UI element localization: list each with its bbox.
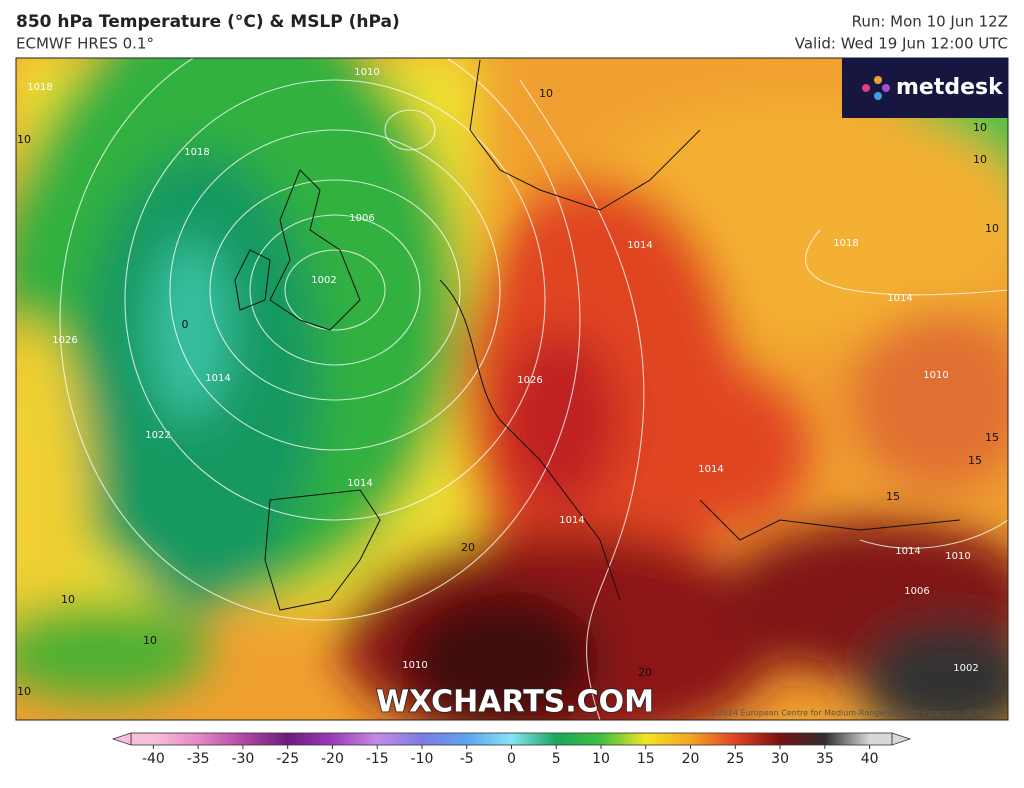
colorbar-tick-label: 35 bbox=[816, 751, 834, 767]
isobar-label: 1014 bbox=[627, 240, 652, 251]
colorbar: -40 -35 -30 -25 -20 -15 -10 -5 0 5 10 15 20 25 30 35 40 bbox=[111, 732, 912, 767]
isotherm-label: 10 bbox=[973, 121, 987, 134]
isobar-label: 1014 bbox=[895, 546, 920, 557]
colorbar-tick-label: 15 bbox=[637, 751, 655, 767]
map bbox=[16, 58, 1008, 720]
isobar-label: 1006 bbox=[904, 586, 929, 597]
isotherm-label: 10 bbox=[143, 634, 157, 647]
isotherm-label: 10 bbox=[61, 593, 75, 606]
colorbar-tick-label: 10 bbox=[592, 751, 610, 767]
isobar-label: 1018 bbox=[184, 147, 209, 158]
isotherm-label: 10 bbox=[973, 153, 987, 166]
colorbar-tick-label: -20 bbox=[321, 751, 344, 767]
title: 850 hPa Temperature (°C) & MSLP (hPa) bbox=[16, 12, 400, 32]
colorbar-tick-label: -5 bbox=[460, 751, 474, 767]
colorbar-tick-label: -40 bbox=[142, 751, 165, 767]
map-frame bbox=[15, 57, 1009, 721]
colorbar-tick-label: 30 bbox=[771, 751, 789, 767]
isobar-label: 1018 bbox=[833, 238, 858, 249]
colorbar-tick-label: -35 bbox=[187, 751, 210, 767]
colorbar-tick-label: 20 bbox=[682, 751, 700, 767]
isobar-label: 1026 bbox=[52, 335, 77, 346]
copyright: ©2024 European Centre for Medium-Range W… bbox=[710, 709, 1000, 718]
watermark: WXCHARTS.COM bbox=[376, 685, 654, 720]
isobar-label: 1014 bbox=[698, 464, 723, 475]
subtitle: ECMWF HRES 0.1° bbox=[16, 35, 154, 53]
isobar-label: 1010 bbox=[923, 370, 948, 381]
contour-labels: 1018101010181006100210261014102210141014… bbox=[17, 67, 999, 698]
run-time: Run: Mon 10 Jun 12Z bbox=[852, 13, 1008, 31]
colorbar-tick-label: -25 bbox=[276, 751, 299, 767]
colorbar-tick-label: 5 bbox=[552, 751, 561, 767]
isobar-label: 1018 bbox=[27, 82, 52, 93]
isobar-label: 1006 bbox=[349, 213, 374, 224]
colorbar-max-arrow bbox=[891, 732, 912, 746]
isobar-label: 1010 bbox=[402, 660, 427, 671]
isotherm-label: 10 bbox=[985, 222, 999, 235]
isobar-label: 1014 bbox=[559, 515, 584, 526]
isobar-label: 1002 bbox=[953, 663, 978, 674]
colorbar-fill bbox=[130, 732, 893, 746]
logo-text: metdesk bbox=[896, 75, 1004, 100]
isobar-label: 1014 bbox=[347, 478, 372, 489]
isobar-label: 1014 bbox=[205, 373, 230, 384]
colorbar-tick-label: 40 bbox=[861, 751, 879, 767]
coastlines bbox=[234, 59, 961, 611]
isotherm-label: 15 bbox=[968, 454, 982, 467]
isotherm-label: 10 bbox=[539, 87, 553, 100]
isotherm-label: 10 bbox=[17, 133, 31, 146]
colorbar-tick-label: -30 bbox=[231, 751, 254, 767]
valid-time: Valid: Wed 19 Jun 12:00 UTC bbox=[795, 35, 1008, 53]
colorbar-tick-label: 0 bbox=[507, 751, 516, 767]
isobar-label: 1014 bbox=[887, 293, 912, 304]
isobar-label: 1026 bbox=[517, 375, 542, 386]
isobar-label: 1010 bbox=[945, 551, 970, 562]
isobars bbox=[59, 58, 1008, 720]
colorbar-tick-label: -15 bbox=[366, 751, 389, 767]
isotherm-label: 10 bbox=[17, 685, 31, 698]
logo-icon bbox=[862, 76, 890, 100]
isotherm-label: 20 bbox=[461, 541, 475, 554]
isotherm-label: 0 bbox=[182, 318, 189, 331]
colorbar-tick-label: 25 bbox=[726, 751, 744, 767]
isobar-label: 1002 bbox=[311, 275, 336, 286]
isobar-label: 1010 bbox=[354, 67, 379, 78]
temperature-field bbox=[16, 58, 1008, 720]
isotherm-label: 15 bbox=[886, 490, 900, 503]
isotherm-label: 15 bbox=[985, 431, 999, 444]
isotherm-label: 20 bbox=[638, 666, 652, 679]
colorbar-tick-label: -10 bbox=[411, 751, 434, 767]
colorbar-min-arrow bbox=[111, 732, 132, 746]
isobar-label: 1022 bbox=[145, 430, 170, 441]
